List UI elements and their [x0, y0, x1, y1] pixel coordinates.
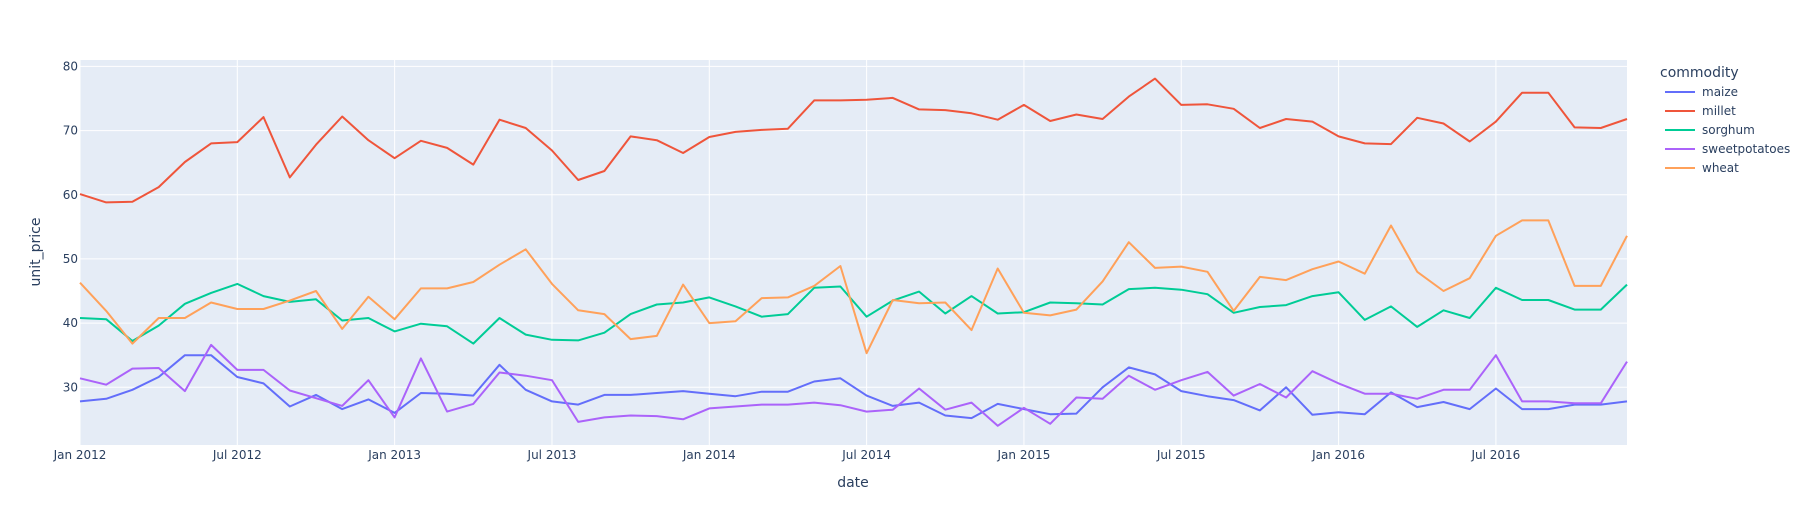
legend-item-wheat[interactable]: wheat: [1665, 161, 1739, 175]
x-tick-label: Jul 2015: [1156, 448, 1206, 462]
x-tick-label: Jul 2014: [841, 448, 891, 462]
series-line-sweetpotatoes: [79, 343, 1628, 427]
series-line-sorghum: [79, 282, 1628, 345]
x-tick-labels: Jan 2012 Jul 2012 Jan 2013 Jul 2013 Jan 2014…: [53, 448, 1521, 462]
x-tick-label: Jul 2016: [1470, 448, 1520, 462]
series-line-wheat: [79, 219, 1628, 355]
x-tick-label: Jan 2013: [367, 448, 421, 462]
legend[interactable]: maize millet sorghum sweetpotatoes wheat: [1665, 85, 1790, 175]
series-line-maize: [79, 354, 1628, 420]
x-tick-label: Jan 2012: [53, 448, 107, 462]
y-tick-label: 30: [63, 380, 78, 394]
series-line-millet: [79, 77, 1628, 204]
legend-label: wheat: [1702, 161, 1739, 175]
y-tick-label: 60: [63, 188, 78, 202]
y-tick-label: 80: [63, 59, 78, 73]
legend-label: sweetpotatoes: [1702, 142, 1790, 156]
legend-label: maize: [1702, 85, 1738, 99]
x-axis-title: date: [837, 475, 869, 491]
grid-lines: [79, 60, 1627, 445]
x-tick-label: Jan 2014: [682, 448, 736, 462]
y-axis-title: unit_price: [28, 218, 44, 287]
x-tick-label: Jan 2016: [1311, 448, 1365, 462]
legend-item-sorghum[interactable]: sorghum: [1665, 123, 1755, 137]
x-tick-label: Jul 2012: [212, 448, 262, 462]
legend-item-sweetpotatoes[interactable]: sweetpotatoes: [1665, 142, 1790, 156]
legend-title: commodity: [1660, 65, 1739, 81]
y-tick-label: 50: [63, 252, 78, 266]
y-tick-label: 40: [63, 316, 78, 330]
legend-item-maize[interactable]: maize: [1665, 85, 1738, 99]
legend-label: sorghum: [1702, 123, 1755, 137]
y-tick-labels: 30 40 50 60 70 80: [63, 59, 78, 394]
legend-item-millet[interactable]: millet: [1665, 104, 1736, 118]
plot-background: [80, 60, 1627, 445]
series-lines: [79, 77, 1628, 427]
x-tick-label: Jan 2015: [997, 448, 1051, 462]
y-tick-label: 70: [63, 124, 78, 138]
legend-label: millet: [1702, 104, 1736, 118]
x-tick-label: Jul 2013: [527, 448, 577, 462]
